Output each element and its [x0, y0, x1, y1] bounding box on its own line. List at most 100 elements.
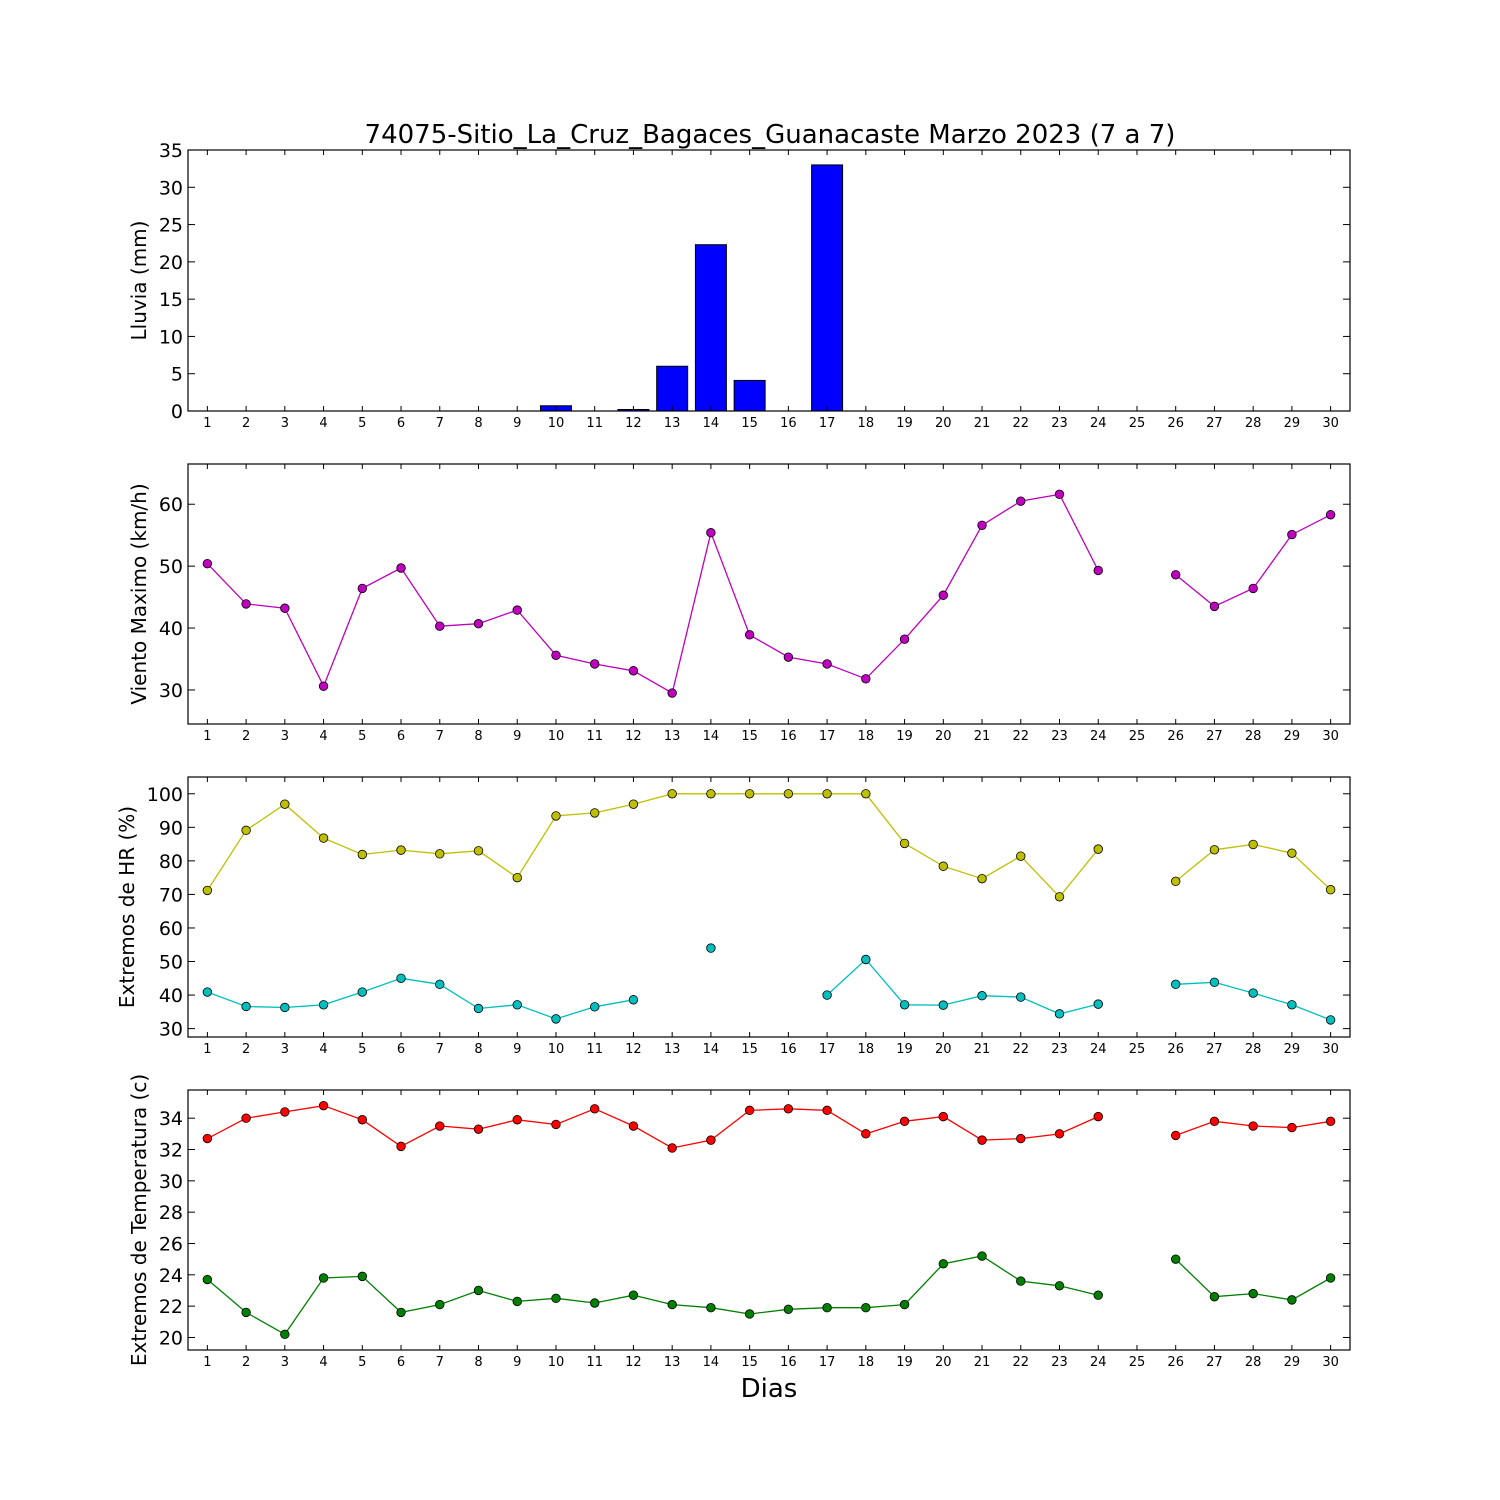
humedad-series-0-line-0: [206, 793, 1099, 898]
temperatura-x-tick-label-19: 19: [896, 1355, 913, 1370]
humedad-series-1-line-2: [826, 958, 1099, 1015]
humedad-series-1-point-day-26: [1170, 979, 1181, 990]
temperatura-x-tick-label-7: 7: [436, 1355, 444, 1370]
temperatura-x-tick-label-22: 22: [1012, 1355, 1029, 1370]
humedad-series-1-point-day-30: [1325, 1015, 1336, 1025]
humedad-y-tick-label-50: 50: [159, 952, 183, 974]
humedad-series-1-point-day-4: [318, 1000, 329, 1010]
panel-temperatura: 1 2 3 4 5 6 7 8 9 10 11 12 13 14 15 16 17 18 19 20 21 22 23 24 2…: [127, 1074, 1351, 1370]
humedad-x-tick-label-10: 10: [548, 1042, 565, 1057]
viento-x-tick-label-30: 30: [1322, 729, 1339, 744]
lluvia-y-axis-label: Lluvia (mm): [127, 221, 151, 341]
humedad-series-0-line-1: [1175, 843, 1332, 891]
lluvia-x-tick-label-13: 13: [664, 416, 681, 431]
temperatura-series-0-line-0: [207, 1105, 1099, 1149]
bar-day-17: [811, 164, 844, 412]
humedad-series-1-point-day-2: [241, 1001, 251, 1012]
lluvia-x-tick-label-9: 9: [513, 416, 521, 431]
humedad-series-0-point-day-22: [1016, 851, 1026, 861]
temperatura-series-1-point-day-1: [202, 1274, 213, 1285]
humedad-series-1-point-day-21: [977, 991, 987, 1001]
temperatura-series-1-point-day-17: [822, 1303, 832, 1313]
lluvia-y-tick-label-10: 10: [159, 326, 183, 348]
lluvia-x-tick-label-4: 4: [319, 416, 327, 431]
panel-lluvia: 1 2 3 4 5 6 7 8 9 10 11 12 13 14 15 16 17 18 19 20 21 22 23 24 2…: [127, 140, 1351, 431]
humedad-series-0-point-day-15: [744, 789, 755, 799]
temperatura-series-0-point-day-7: [435, 1121, 445, 1131]
viento-x-tick-label-11: 11: [586, 729, 603, 744]
viento-series-0-point-day-24: [1093, 565, 1103, 576]
viento-x-tick-label-28: 28: [1245, 729, 1262, 744]
viento-x-tick-label-8: 8: [474, 729, 482, 744]
humedad-series-1-point-day-19: [899, 1000, 910, 1010]
temperatura-x-tick-label-15: 15: [741, 1355, 758, 1370]
viento-y-tick-label-50: 50: [159, 556, 183, 578]
humedad-series-0-point-day-1: [202, 885, 213, 896]
temperatura-x-tick-label-26: 26: [1167, 1355, 1184, 1370]
temperatura-series-1-point-day-30: [1325, 1273, 1336, 1283]
humedad-series-0-point-day-2: [241, 825, 251, 836]
viento-y-axis-label: Viento Maximo (km/h): [127, 483, 151, 704]
temperatura-series-1-point-day-6: [396, 1307, 406, 1318]
humedad-y-axis-label: Extremos de HR (%): [115, 806, 139, 1008]
lluvia-x-tick-label-28: 28: [1245, 416, 1262, 431]
humedad-series-1-point-day-7: [435, 979, 445, 990]
humedad-x-tick-label-25: 25: [1129, 1042, 1146, 1057]
bar-day-13: [656, 365, 689, 412]
temperatura-series-0-point-day-2: [241, 1113, 251, 1123]
bar-day-15: [733, 379, 766, 412]
humedad-series-0-point-day-23: [1054, 892, 1065, 902]
chart-title: 74075-Sitio_La_Cruz_Bagaces_Guanacaste M…: [365, 120, 1176, 150]
viento-y-tick-label-40: 40: [159, 618, 183, 640]
panel-humedad: 1 2 3 4 5 6 7 8 9 10 11 12 13 14 15 16 17 18 19 20 21 22 23 24 2…: [115, 776, 1351, 1057]
viento-series-0-point-day-7: [435, 621, 445, 631]
temperatura-series-0-point-day-13: [667, 1143, 677, 1153]
viento-x-tick-label-3: 3: [281, 729, 289, 744]
humedad-series-1-point-day-28: [1248, 988, 1258, 998]
temperatura-x-tick-label-11: 11: [586, 1355, 603, 1370]
lluvia-x-tick-label-10: 10: [548, 416, 565, 431]
humedad-series-1-point-day-11: [590, 1002, 600, 1012]
temperatura-series-1-point-day-13: [667, 1299, 677, 1310]
humedad-series-1-point-day-23: [1054, 1009, 1065, 1019]
temperatura-x-tick-label-29: 29: [1284, 1355, 1301, 1370]
humedad-series-0-point-day-5: [357, 849, 368, 860]
humedad-x-tick-label-15: 15: [741, 1042, 758, 1057]
humedad-series-0-point-day-24: [1093, 844, 1103, 854]
temperatura-series-0-point-day-8: [473, 1124, 484, 1134]
x-axis-label: Dias: [741, 1374, 798, 1404]
humedad-x-tick-label-13: 13: [664, 1042, 681, 1057]
viento-series-0-point-day-16: [783, 652, 794, 662]
humedad-series-0-point-day-27: [1209, 845, 1220, 855]
humedad-x-tick-label-29: 29: [1284, 1042, 1301, 1057]
temperatura-y-tick-label-20: 20: [159, 1327, 183, 1349]
viento-x-tick-label-15: 15: [741, 729, 758, 744]
humedad-series-1-point-day-3: [280, 1002, 290, 1013]
temperatura-series-1-point-day-4: [318, 1273, 329, 1283]
viento-series-0-point-day-4: [318, 681, 329, 691]
temperatura-series-0-point-day-1: [202, 1133, 213, 1144]
viento-x-tick-label-4: 4: [319, 729, 327, 744]
viento-series-0-point-day-13: [667, 688, 677, 698]
viento-series-0-point-day-15: [744, 630, 755, 640]
temperatura-x-tick-label-30: 30: [1322, 1355, 1339, 1370]
temperatura-series-1-point-day-19: [899, 1299, 910, 1310]
humedad-series-1-point-day-24: [1093, 999, 1103, 1009]
temperatura-series-0-point-day-14: [706, 1135, 716, 1145]
temperatura-series-0-point-day-30: [1325, 1116, 1336, 1127]
humedad-series-0-point-day-16: [783, 789, 794, 799]
humedad-x-tick-label-20: 20: [935, 1042, 952, 1057]
humedad-series-0-point-day-21: [977, 873, 987, 884]
lluvia-x-tick-label-19: 19: [896, 416, 913, 431]
temperatura-series-1-point-day-9: [512, 1296, 522, 1307]
humedad-series-1-point-day-18: [861, 954, 871, 965]
humedad-y-tick-label-60: 60: [159, 918, 183, 940]
humedad-series-0-point-day-14: [706, 789, 716, 799]
lluvia-x-tick-label-3: 3: [281, 416, 289, 431]
viento-series-0-point-day-6: [396, 563, 406, 573]
temperatura-series-0-point-day-5: [357, 1115, 368, 1125]
humedad-series-1-point-day-9: [512, 1000, 522, 1010]
viento-series-0-point-day-22: [1016, 496, 1026, 506]
panel-viento: 1 2 3 4 5 6 7 8 9 10 11 12 13 14 15 16 17 18 19 20 21 22 23 24 2…: [127, 463, 1351, 744]
viento-x-tick-label-18: 18: [858, 729, 875, 744]
